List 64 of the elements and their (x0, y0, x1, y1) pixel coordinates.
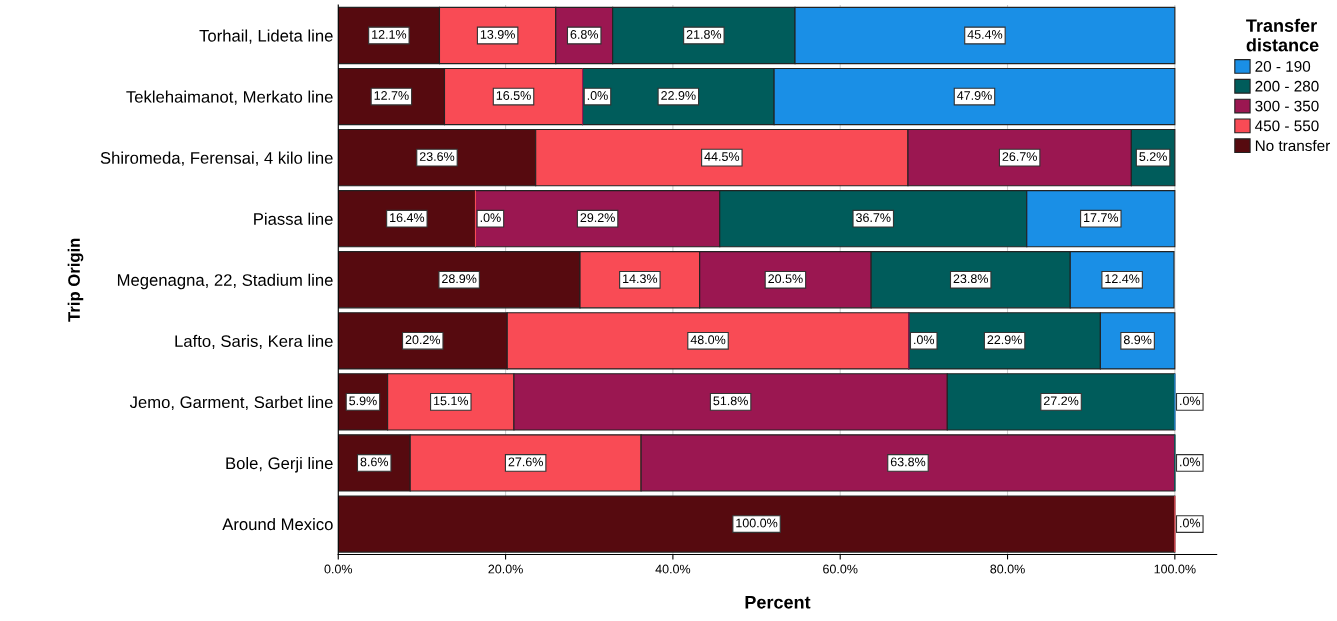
data-label: 16.4% (390, 213, 425, 223)
data-label: 23.8% (953, 274, 988, 284)
data-label: 100.0% (736, 518, 778, 528)
data-label: 6.8% (570, 30, 599, 39)
data-label: .0% (914, 335, 935, 345)
data-label: 14.3% (623, 274, 658, 284)
data-label: 5.9% (349, 396, 377, 406)
y-tick-label: Torhail, Lideta line (199, 29, 333, 44)
data-label: 51.8% (713, 396, 748, 406)
data-label: 22.9% (661, 91, 696, 100)
data-label: .0% (1180, 518, 1201, 528)
data-label: 20.5% (768, 274, 803, 284)
data-label: 26.7% (1002, 152, 1037, 161)
x-tick-label: 100.0% (1154, 564, 1196, 574)
data-label: 48.0% (690, 335, 726, 345)
legend-label: 450 - 550 (1255, 120, 1319, 132)
data-label: .0% (587, 91, 608, 100)
data-label: .0% (1180, 396, 1201, 406)
data-label: .0% (480, 213, 501, 223)
legend-title: Transfer distance (1246, 18, 1319, 52)
data-label: 23.6% (419, 152, 455, 161)
x-tick-label: 60.0% (823, 564, 858, 574)
y-tick-label: Shiromeda, Ferensai, 4 kilo line (100, 151, 333, 166)
data-label: 22.9% (987, 335, 1022, 345)
data-label: 44.5% (704, 152, 740, 161)
x-tick-label: 0.0% (324, 564, 353, 574)
y-tick-label: Lafto, Saris, Kera line (175, 334, 333, 349)
bar (338, 495, 1176, 553)
x-tick-label: 80.0% (990, 564, 1025, 574)
x-tick-label: 20.0% (488, 564, 523, 574)
y-tick-label: Piassa line (254, 212, 333, 225)
legend-label: 200 - 280 (1255, 80, 1319, 92)
data-label: 8.9% (1123, 335, 1152, 345)
data-label: 63.8% (890, 457, 926, 467)
y-tick-label: Around Mexico (222, 517, 333, 531)
data-label: 12.7% (374, 91, 409, 100)
y-tick-label: Jemo, Garment, Sarbet line (129, 395, 333, 411)
data-label: 20.2% (405, 335, 441, 345)
data-label: 21.8% (686, 30, 722, 39)
legend-label: No transfer (1255, 139, 1330, 152)
data-label: 5.2% (1139, 152, 1167, 161)
data-label: 27.6% (508, 457, 543, 467)
data-label: 13.9% (480, 30, 515, 39)
y-tick-label: Bole, Gerji line (226, 456, 333, 473)
data-label: 36.7% (856, 213, 891, 223)
data-label: 28.9% (442, 274, 477, 284)
data-label: 47.9% (957, 91, 992, 100)
y-tick-label: Megenagna, 22, Stadium line (117, 273, 333, 290)
y-axis-title: Trip Origin (67, 238, 84, 322)
legend-label: 20 - 190 (1255, 60, 1311, 72)
data-label: 17.7% (1084, 213, 1119, 222)
x-tick-label: 40.0% (655, 564, 691, 574)
data-label: 29.2% (580, 213, 615, 223)
data-label: 15.1% (434, 396, 469, 406)
data-label: 27.2% (1043, 396, 1079, 406)
data-label: 16.5% (496, 91, 531, 100)
data-label: 12.1% (372, 30, 407, 39)
legend-label: 300 - 350 (1255, 100, 1319, 112)
y-tick-label: Teklehaimanot, Merkato line (126, 90, 333, 105)
data-label: 8.6% (360, 457, 389, 467)
data-label: 45.4% (967, 30, 1003, 39)
data-label: 12.4% (1105, 274, 1140, 284)
data-label: .0% (1180, 457, 1201, 467)
x-axis-title: Percent (745, 596, 811, 609)
